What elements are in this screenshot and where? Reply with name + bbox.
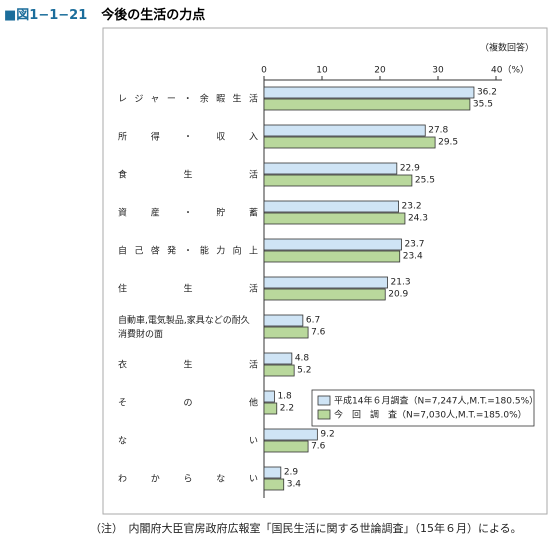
x-tick-label: 30: [432, 66, 444, 76]
bar: [263, 86, 475, 99]
value-label: 7.6: [311, 328, 326, 338]
legend-label: 今 回 調 査（N=7,030人,M.T.=185.0%）: [334, 409, 527, 421]
note-top: （複数回答）: [480, 42, 534, 54]
value-label: 6.7: [306, 316, 320, 326]
bar: [263, 326, 309, 339]
category-label: 衣生活: [118, 359, 258, 371]
value-label: 23.2: [402, 202, 422, 212]
value-label: 23.4: [403, 252, 423, 262]
bar: [263, 212, 406, 225]
bar: [263, 276, 388, 289]
legend-swatch: [317, 409, 331, 420]
legend-label: 平成14年６月調査（N=7,247人,M.T.=180.5%）: [334, 395, 538, 407]
x-tick-label: 10: [316, 66, 328, 76]
bar: [263, 478, 285, 491]
bar: [263, 162, 398, 175]
footnote: （注） 内閣府大臣官房政府広報室「国民生活に関する世論調査」（15年６月）による…: [90, 522, 522, 535]
value-label: 23.7: [404, 240, 424, 250]
bar: [263, 314, 304, 327]
bar: [263, 124, 426, 137]
figure-label: ■図1−1−21: [4, 8, 88, 23]
value-label: 22.9: [400, 164, 420, 174]
bar: [263, 440, 309, 453]
value-label: 35.5: [473, 100, 493, 110]
bar: [263, 402, 278, 415]
value-label: 7.6: [311, 442, 326, 452]
value-label: 21.3: [391, 278, 411, 288]
bar: [263, 250, 401, 263]
value-label: 20.9: [388, 290, 408, 300]
chart: （複数回答） 0 10 20 30 40（%） レジャー・余暇生活 36.2 35.5 所得・収…: [102, 27, 548, 515]
header: ■図1−1−21 今後の生活の力点: [4, 4, 205, 23]
category-label: ない: [118, 436, 258, 447]
bar: [263, 352, 293, 365]
bar: [263, 136, 436, 149]
bar: [263, 98, 471, 111]
category-label: 資産・貯蓄: [118, 207, 258, 219]
bar: [263, 238, 402, 251]
value-label: 9.2: [320, 430, 334, 440]
bar: [263, 390, 275, 403]
bar: [263, 174, 413, 187]
category-label: 食生活: [118, 169, 258, 181]
x-tick-label: 40（%）: [491, 65, 529, 76]
x-tick-label: 20: [374, 66, 386, 76]
bar: [263, 200, 399, 213]
category-label: わからない: [118, 474, 258, 485]
legend-swatch: [317, 395, 331, 406]
value-label: 2.9: [284, 468, 299, 478]
legend-box: [311, 389, 535, 427]
value-label: 36.2: [477, 88, 497, 98]
value-label: 24.3: [408, 214, 428, 224]
category-label: 自動車,電気製品,家具などの耐久消費財の面: [118, 314, 250, 340]
x-tick-label: 0: [261, 66, 267, 76]
value-label: 25.5: [415, 176, 435, 186]
bar: [263, 466, 282, 479]
category-label: レジャー・余暇生活: [118, 93, 258, 105]
value-label: 27.8: [428, 126, 448, 136]
frame: [102, 27, 548, 515]
title: 今後の生活の力点: [101, 8, 206, 23]
value-label: 5.2: [297, 366, 311, 376]
bar: [263, 364, 295, 377]
bar: [263, 288, 386, 301]
value-label: 4.8: [295, 354, 310, 364]
category-label: 自己啓発・能力向上: [118, 245, 258, 257]
category-label: 住生活: [118, 283, 258, 295]
category-label: 所得・収入: [118, 131, 258, 143]
category-label: その他: [118, 397, 258, 409]
value-label: 29.5: [438, 138, 458, 148]
bar: [263, 428, 318, 441]
value-label: 2.2: [280, 404, 294, 414]
value-label: 1.8: [277, 392, 292, 402]
value-label: 3.4: [287, 480, 302, 490]
